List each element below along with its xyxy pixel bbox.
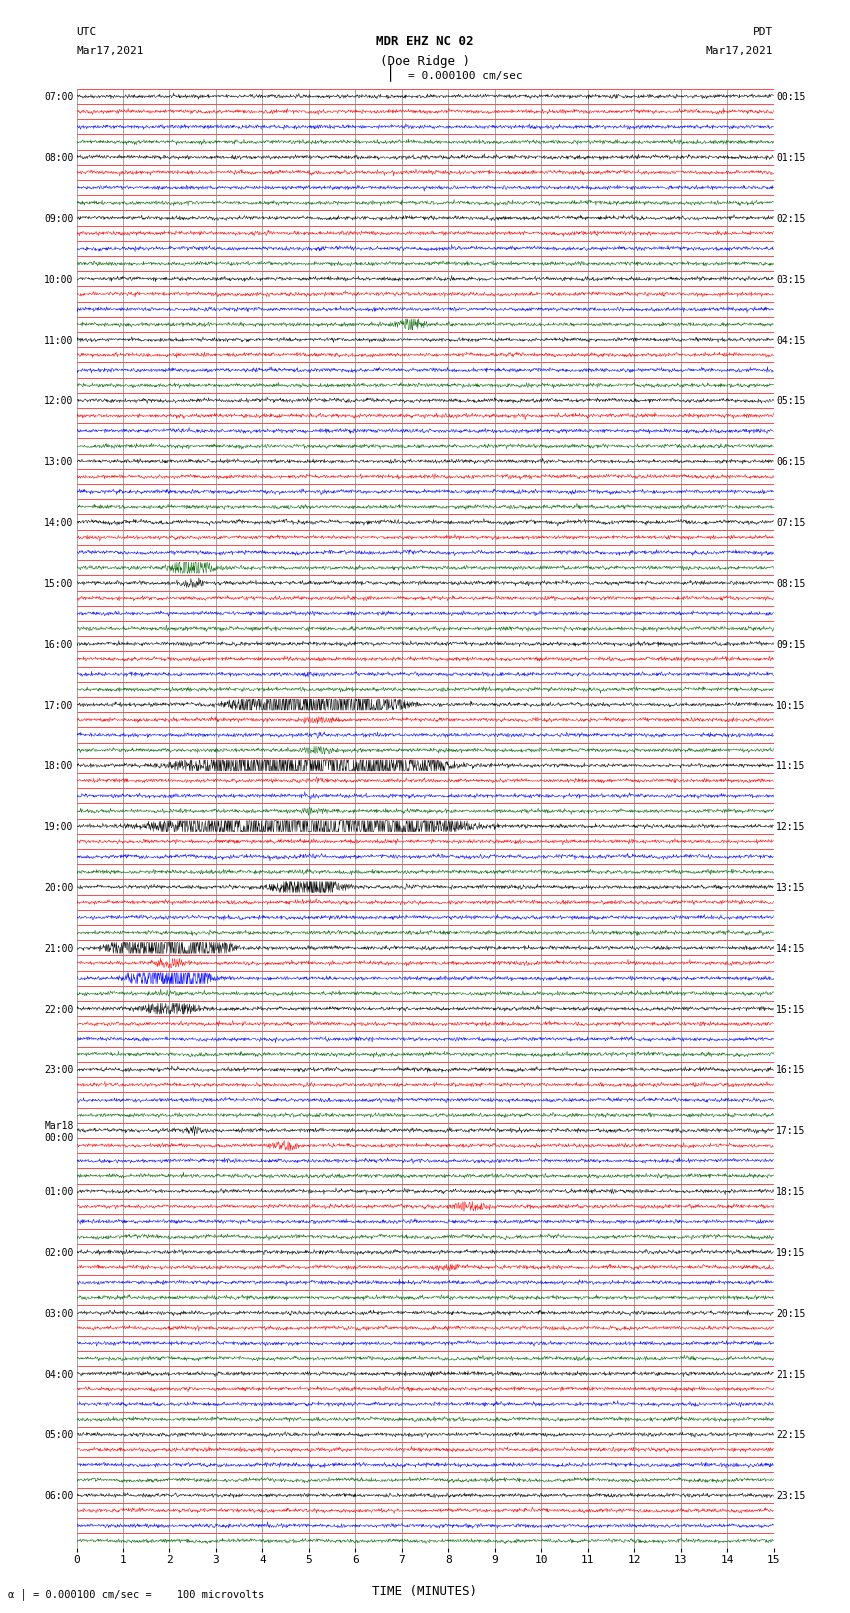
Text: PDT: PDT <box>753 27 774 37</box>
Text: UTC: UTC <box>76 27 97 37</box>
Text: α │ = 0.000100 cm/sec =    100 microvolts: α │ = 0.000100 cm/sec = 100 microvolts <box>8 1589 264 1600</box>
Text: MDR EHZ NC 02: MDR EHZ NC 02 <box>377 35 473 48</box>
X-axis label: TIME (MINUTES): TIME (MINUTES) <box>372 1586 478 1598</box>
Text: Mar17,2021: Mar17,2021 <box>706 47 774 56</box>
Text: │: │ <box>386 63 395 81</box>
Text: (Doe Ridge ): (Doe Ridge ) <box>380 55 470 68</box>
Text: Mar17,2021: Mar17,2021 <box>76 47 144 56</box>
Text: = 0.000100 cm/sec: = 0.000100 cm/sec <box>408 71 523 81</box>
